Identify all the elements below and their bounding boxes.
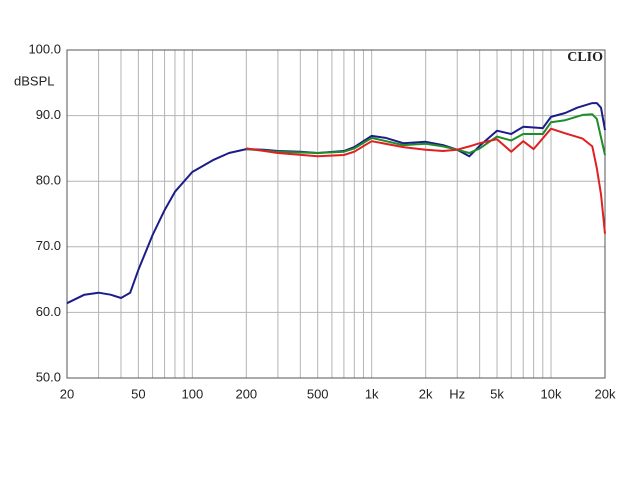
series-line: [246, 113, 606, 156]
x-tick-label: 2k: [419, 386, 433, 401]
x-tick-label: 200: [235, 386, 257, 401]
y-axis-label: dBSPL: [14, 73, 54, 88]
x-tick-label: 5k: [490, 386, 504, 401]
x-tick-label: 1k: [365, 386, 379, 401]
y-tick-label: 70.0: [36, 238, 61, 253]
y-tick-label: 50.0: [36, 369, 61, 384]
plot-frame: [66, 49, 606, 379]
x-tick-label: 20k: [595, 386, 616, 401]
y-tick-label: 100.0: [28, 41, 61, 56]
y-tick-label: 80.0: [36, 173, 61, 188]
y-tick-label: 90.0: [36, 107, 61, 122]
series-line: [66, 102, 606, 305]
series-line: [246, 127, 606, 234]
x-tick-label: 10k: [541, 386, 562, 401]
y-tick-label: 60.0: [36, 304, 61, 319]
x-tick-label: Hz: [449, 386, 465, 401]
x-tick-label: 100: [181, 386, 203, 401]
x-tick-label: 50: [131, 386, 145, 401]
x-tick-label: 20: [60, 386, 74, 401]
x-tick-label: 500: [307, 386, 329, 401]
corner-label: CLIO: [567, 50, 603, 65]
